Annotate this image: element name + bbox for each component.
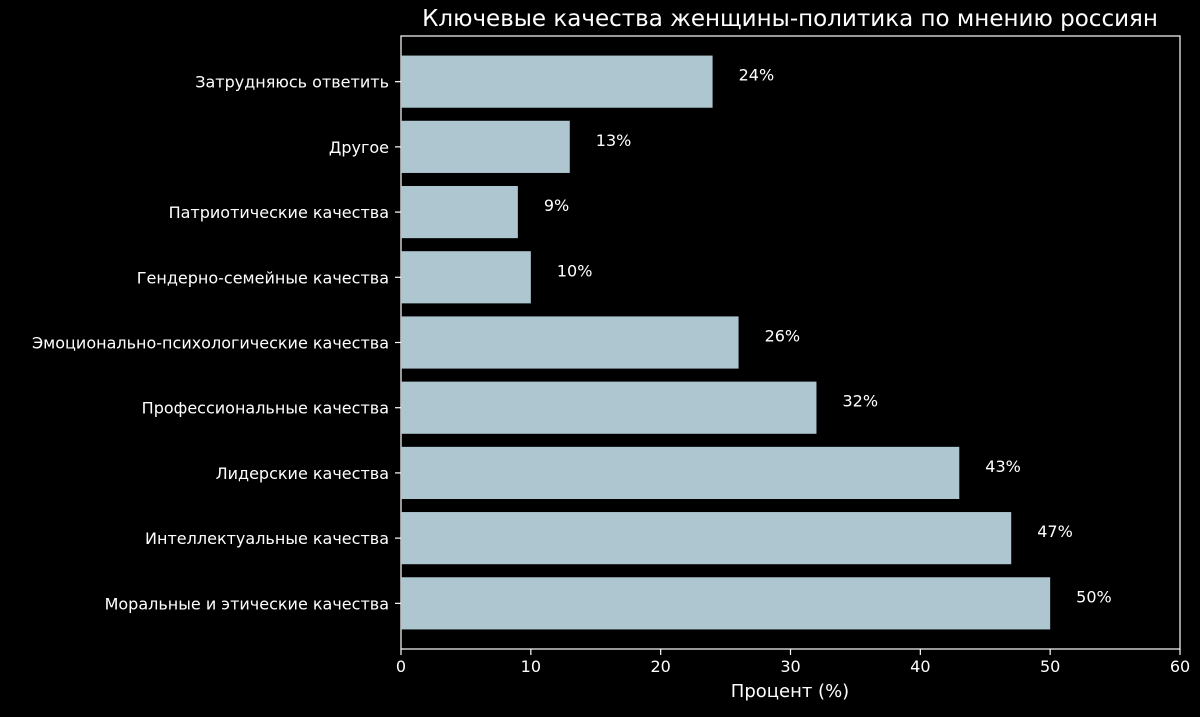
category-label: Интеллектуальные качества (145, 529, 389, 548)
data-label: 43% (985, 457, 1021, 476)
category-label: Профессиональные качества (142, 399, 389, 418)
category-label: Патриотические качества (169, 203, 389, 222)
data-label: 32% (842, 392, 878, 411)
x-tick-label: 20 (650, 657, 670, 676)
data-label: 13% (596, 131, 632, 150)
labels-layer: Моральные и этические качества 50% Интелле… (32, 66, 1112, 614)
category-label: Другое (329, 138, 389, 157)
x-tick-label: 10 (521, 657, 541, 676)
bar (401, 577, 1051, 630)
category-label: Лидерские качества (216, 464, 389, 483)
data-label: 9% (544, 196, 569, 215)
x-tick-label: 30 (780, 657, 800, 676)
bar (401, 316, 739, 369)
data-label: 10% (557, 261, 593, 280)
chart-title: Ключевые качества женщины-политика по мн… (422, 6, 1158, 32)
category-label: Гендерно-семейные качества (137, 268, 389, 287)
data-label: 47% (1037, 522, 1073, 541)
category-label: Моральные и этические качества (105, 594, 389, 613)
category-label: Эмоционально-психологические качества (32, 334, 389, 353)
axis-layer: 0 10 20 30 40 50 60 (395, 81, 1190, 676)
data-label: 50% (1076, 587, 1112, 606)
bar (401, 120, 570, 173)
bar (401, 381, 817, 434)
x-tick-label: 40 (910, 657, 930, 676)
bar (401, 446, 960, 500)
x-tick-label: 0 (396, 657, 406, 676)
bar (401, 55, 713, 108)
bar (401, 251, 531, 304)
x-tick-label: 60 (1170, 657, 1190, 676)
x-axis-title: Процент (%) (731, 681, 849, 702)
x-tick-label: 50 (1040, 657, 1060, 676)
bars-layer (401, 55, 1051, 630)
data-label: 24% (739, 66, 775, 85)
bar (401, 185, 518, 239)
category-label: Затрудняюсь ответить (195, 73, 389, 92)
bar (401, 512, 1012, 565)
data-label: 26% (765, 327, 801, 346)
